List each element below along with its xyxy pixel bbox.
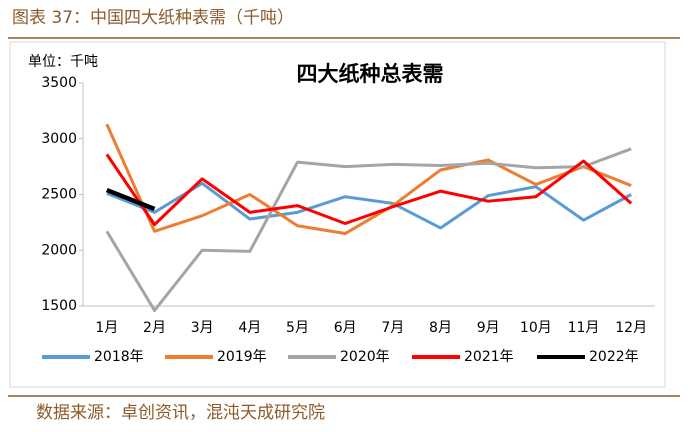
legend-label: 2018年 bbox=[94, 349, 144, 365]
legend-label: 2021年 bbox=[464, 349, 514, 365]
series-line bbox=[105, 147, 632, 312]
x-tick-label: 7月 bbox=[381, 320, 404, 336]
chart-border bbox=[9, 41, 666, 388]
series-line bbox=[105, 153, 633, 227]
legend-label: 2020年 bbox=[340, 349, 390, 365]
x-tick-label: 8月 bbox=[429, 320, 452, 336]
unit-label: 单位：千吨 bbox=[28, 54, 98, 70]
x-tick-label: 1月 bbox=[95, 320, 118, 336]
x-tick-label: 2月 bbox=[143, 320, 166, 336]
y-tick-label: 2500 bbox=[41, 187, 77, 203]
series-line bbox=[105, 123, 632, 236]
y-tick-label: 3000 bbox=[41, 131, 77, 147]
x-tick-label: 3月 bbox=[191, 320, 214, 336]
page-title: 图表 37：中国四大纸种表需（千吨） bbox=[12, 8, 294, 28]
x-tick-label: 9月 bbox=[477, 320, 500, 336]
legend-label: 2022年 bbox=[589, 349, 639, 365]
y-tick-label: 2000 bbox=[41, 242, 77, 258]
series-line bbox=[106, 187, 156, 212]
y-tick-label: 1500 bbox=[41, 298, 77, 314]
x-tick-label: 4月 bbox=[238, 320, 261, 336]
x-tick-label: 5月 bbox=[286, 320, 309, 336]
x-tick-label: 11月 bbox=[568, 320, 600, 336]
source: 数据来源：卓创资讯，混沌天成研究院 bbox=[36, 403, 325, 423]
y-tick-label: 3500 bbox=[41, 75, 77, 91]
legend-label: 2019年 bbox=[217, 349, 267, 365]
x-tick-label: 6月 bbox=[334, 320, 357, 336]
x-tick-label: 10月 bbox=[520, 320, 552, 336]
chart-title: 四大纸种总表需 bbox=[297, 62, 444, 86]
x-tick-label: 12月 bbox=[615, 320, 647, 336]
